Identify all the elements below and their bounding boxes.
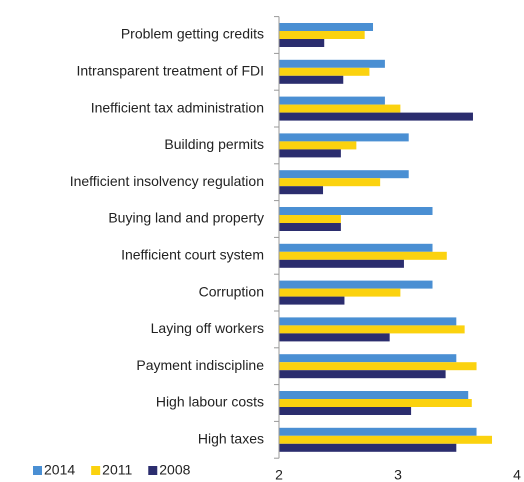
x-tick-label: 3 bbox=[394, 467, 402, 482]
bar bbox=[279, 362, 477, 371]
bar bbox=[279, 325, 465, 334]
bar bbox=[279, 59, 385, 68]
bar bbox=[279, 407, 412, 415]
bar bbox=[279, 391, 469, 399]
bar bbox=[279, 104, 401, 113]
bar bbox=[279, 333, 390, 342]
bar bbox=[279, 186, 324, 195]
y-tick-label: High labour costs bbox=[156, 394, 264, 410]
y-tick-label: Intransparent treatment of FDI bbox=[76, 63, 264, 79]
y-tick-label: Inefficient court system bbox=[121, 247, 264, 263]
bar bbox=[279, 31, 365, 39]
bar bbox=[279, 170, 409, 179]
legend-label: 2014 bbox=[44, 462, 75, 478]
bar bbox=[279, 141, 357, 150]
bar bbox=[279, 207, 433, 215]
bar bbox=[279, 23, 374, 31]
legend-label: 2011 bbox=[102, 462, 132, 478]
bar bbox=[279, 39, 325, 47]
y-tick-label: Inefficient insolvency regulation bbox=[70, 173, 264, 189]
legend-swatch bbox=[91, 466, 101, 475]
bar bbox=[279, 67, 370, 76]
bar bbox=[279, 317, 457, 326]
bar bbox=[279, 215, 341, 223]
y-tick-label: Payment indiscipline bbox=[136, 357, 264, 373]
legend-label: 2008 bbox=[159, 462, 190, 478]
x-tick-label: 4 bbox=[513, 467, 521, 482]
bar bbox=[279, 259, 404, 268]
bar bbox=[279, 427, 477, 436]
bar bbox=[279, 399, 472, 407]
y-tick-label: Problem getting credits bbox=[121, 26, 264, 42]
legend-swatch bbox=[148, 466, 158, 475]
bar bbox=[279, 133, 409, 142]
y-tick-label: High taxes bbox=[198, 431, 264, 447]
bar bbox=[279, 354, 457, 363]
bar bbox=[279, 251, 447, 260]
bar bbox=[279, 370, 446, 379]
y-tick-label: Laying off workers bbox=[151, 320, 264, 336]
bar bbox=[279, 112, 473, 121]
legend-swatch bbox=[33, 466, 42, 475]
bar bbox=[279, 435, 493, 444]
bar bbox=[279, 75, 344, 84]
y-tick-label: Inefficient tax administration bbox=[91, 99, 264, 115]
y-tick-label: Corruption bbox=[199, 283, 264, 299]
y-tick-label: Building permits bbox=[164, 136, 264, 152]
bar bbox=[279, 178, 381, 187]
bar bbox=[279, 96, 385, 105]
x-tick-label: 2 bbox=[275, 467, 283, 482]
bar bbox=[279, 149, 341, 158]
bar bbox=[279, 223, 341, 231]
bar bbox=[279, 296, 345, 305]
bar bbox=[279, 243, 433, 252]
bar bbox=[279, 288, 401, 297]
bar bbox=[279, 443, 457, 452]
bar bbox=[279, 280, 433, 289]
y-tick-label: Buying land and property bbox=[108, 210, 264, 226]
